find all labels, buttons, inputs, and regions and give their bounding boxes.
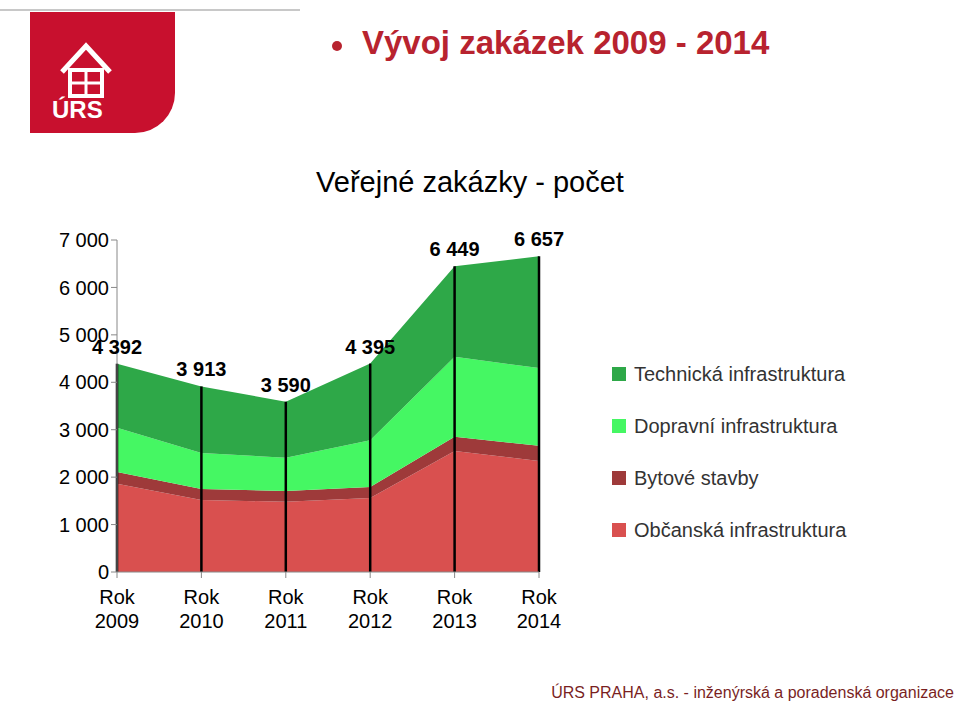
svg-text:Rok2012: Rok2012 xyxy=(348,586,393,632)
svg-text:6 449: 6 449 xyxy=(430,238,480,260)
html-text:Bytové stavby: Bytové stavby xyxy=(634,466,759,489)
html-text:ÚRS PRAHA, a.s. - inženýrská a: ÚRS PRAHA, a.s. - inženýrská a poradensk… xyxy=(551,684,954,701)
html-text:Občanská infrastruktura: Občanská infrastruktura xyxy=(634,518,847,541)
html-text:Veřejné zakázky - počet: Veřejné zakázky - počet xyxy=(316,166,624,198)
svg-text:Rok2013: Rok2013 xyxy=(432,586,477,632)
svg-text:1 000: 1 000 xyxy=(59,514,109,536)
svg-text:4 392: 4 392 xyxy=(92,336,142,358)
svg-text:5 000: 5 000 xyxy=(58,324,109,346)
svg-text:3 913: 3 913 xyxy=(176,358,226,380)
html-text:ÚRS: ÚRS xyxy=(52,96,103,123)
svg-text:Rok2009: Rok2009 xyxy=(95,586,140,632)
html-text:Dopravní infrastruktura: Dopravní infrastruktura xyxy=(634,414,838,437)
svg-text:6 657: 6 657 xyxy=(514,228,564,250)
html-text:Vývoj zakázek 2009 - 2014: Vývoj zakázek 2009 - 2014 xyxy=(362,24,770,61)
svg-text:Rok2011: Rok2011 xyxy=(264,586,307,632)
svg-text:2 000: 2 000 xyxy=(59,466,109,488)
svg-text:7 000: 7 000 xyxy=(59,229,109,251)
svg-text:3 590: 3 590 xyxy=(261,374,311,396)
svg-text:6 000: 6 000 xyxy=(59,277,109,299)
svg-text:Rok2014: Rok2014 xyxy=(517,586,562,632)
svg-text:0: 0 xyxy=(98,561,109,583)
svg-text:3 000: 3 000 xyxy=(59,419,109,441)
svg-text:4 395: 4 395 xyxy=(345,336,395,358)
html-text:Technická infrastruktura: Technická infrastruktura xyxy=(634,362,846,385)
svg-text:Rok2010: Rok2010 xyxy=(179,586,224,632)
svg-text:4 000: 4 000 xyxy=(59,371,109,393)
